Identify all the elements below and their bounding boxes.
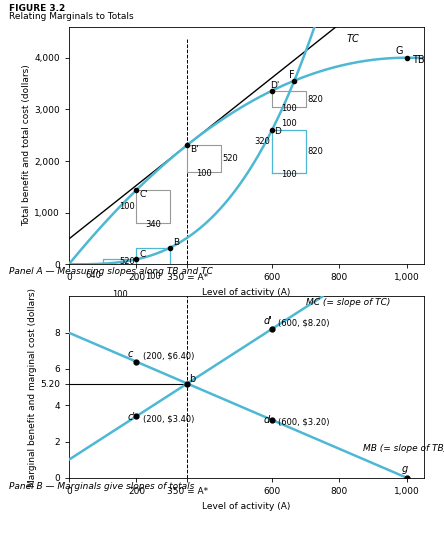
Text: Relating Marginals to Totals: Relating Marginals to Totals <box>9 12 134 21</box>
X-axis label: Level of activity (A): Level of activity (A) <box>202 288 291 297</box>
Text: 820: 820 <box>307 95 323 104</box>
Text: 100: 100 <box>146 272 161 280</box>
Text: MB (= slope of TB): MB (= slope of TB) <box>363 444 444 453</box>
Text: 520: 520 <box>119 256 135 265</box>
Text: 520: 520 <box>223 154 238 163</box>
Text: 100: 100 <box>112 289 127 299</box>
Text: 100: 100 <box>119 202 135 211</box>
Text: 100: 100 <box>196 169 212 178</box>
Text: d': d' <box>263 316 272 326</box>
Text: 640: 640 <box>85 271 101 280</box>
Text: 340: 340 <box>146 220 161 229</box>
Text: C': C' <box>139 190 148 199</box>
Text: G: G <box>395 46 403 56</box>
Text: Panel A — Measuring slopes along TB and TC: Panel A — Measuring slopes along TB and … <box>9 267 213 276</box>
Text: Panel B — Marginals give slopes of totals: Panel B — Marginals give slopes of total… <box>9 482 194 491</box>
Text: c': c' <box>128 412 136 422</box>
Text: C: C <box>139 250 146 259</box>
Text: 100: 100 <box>281 105 297 113</box>
Text: d: d <box>263 415 270 426</box>
Text: c: c <box>128 349 133 359</box>
Y-axis label: Marginal benefit and marginal cost (dollars): Marginal benefit and marginal cost (doll… <box>28 288 37 486</box>
Text: MC (= slope of TC): MC (= slope of TC) <box>305 299 390 308</box>
Text: g: g <box>402 465 408 475</box>
Text: TB: TB <box>412 55 425 65</box>
Text: B: B <box>173 238 179 247</box>
Text: (600, $3.20): (600, $3.20) <box>278 418 329 426</box>
Text: 100: 100 <box>281 119 297 128</box>
Text: (600, $8.20): (600, $8.20) <box>278 318 329 327</box>
Text: 820: 820 <box>307 147 323 156</box>
X-axis label: Level of activity (A): Level of activity (A) <box>202 501 291 511</box>
Y-axis label: Total benefit and total cost (dollars): Total benefit and total cost (dollars) <box>22 65 31 226</box>
Text: FIGURE 3.2: FIGURE 3.2 <box>9 4 65 13</box>
Text: F: F <box>289 69 295 80</box>
Text: (200, $3.40): (200, $3.40) <box>143 414 194 423</box>
Text: 100: 100 <box>281 170 297 179</box>
Text: D': D' <box>270 81 279 90</box>
Text: (200, $6.40): (200, $6.40) <box>143 351 194 360</box>
Text: 320: 320 <box>254 137 270 146</box>
Text: D: D <box>274 127 281 136</box>
Text: b: b <box>190 374 196 384</box>
Text: TC: TC <box>346 34 359 44</box>
Text: B': B' <box>190 145 198 154</box>
